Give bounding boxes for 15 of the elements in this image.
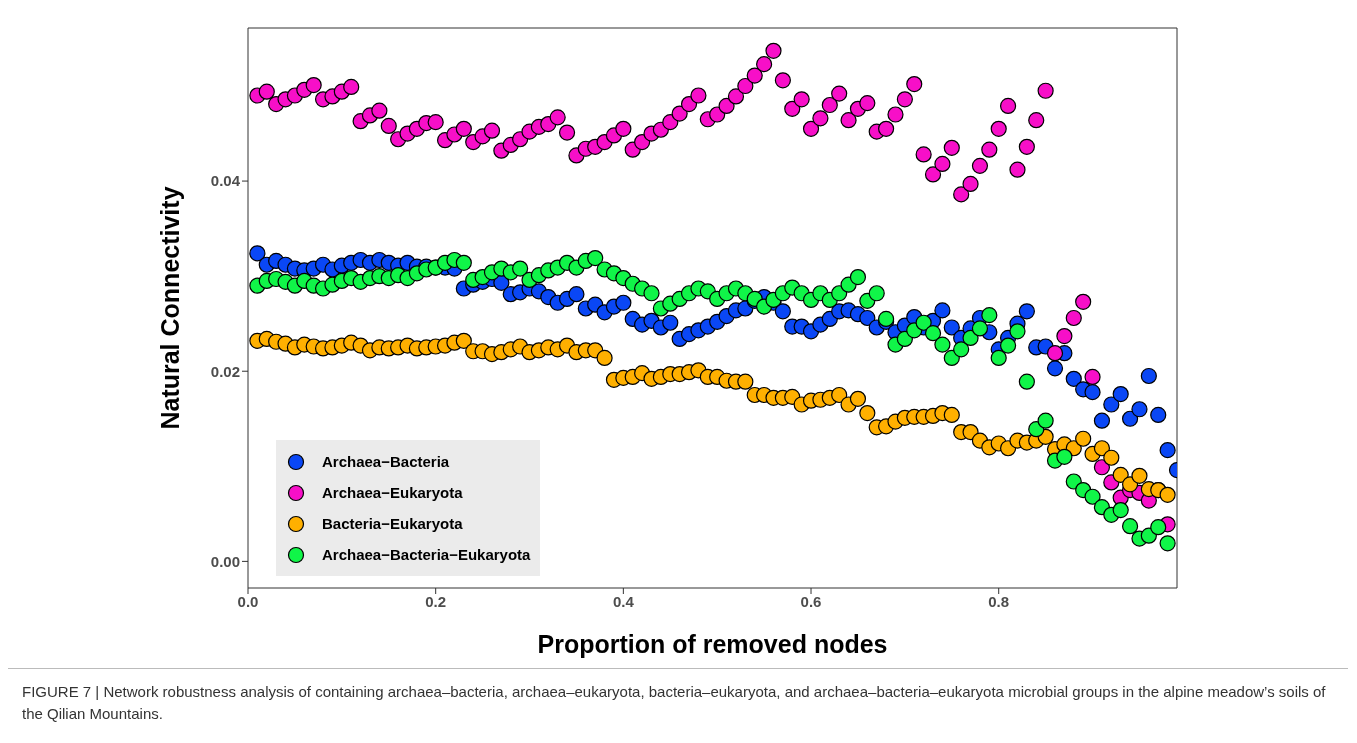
x-tick-label: 0.0 bbox=[237, 592, 259, 610]
x-tick-label: 0.2 bbox=[425, 592, 447, 610]
legend-label: Archaea−Eukaryota bbox=[322, 484, 463, 501]
y-axis-title: Natural Connectivity bbox=[155, 186, 184, 430]
y-tick-label: 0.02 bbox=[210, 362, 240, 380]
x-tick-label: 0.6 bbox=[800, 592, 822, 610]
legend-label: Archaea−Bacteria−Eukaryota bbox=[322, 546, 531, 563]
y-tick-label: 0.04 bbox=[210, 172, 241, 190]
x-tick-label: 0.8 bbox=[988, 592, 1010, 610]
legend-label: Bacteria−Eukaryota bbox=[322, 515, 463, 532]
caption: FIGURE 7 | Network robustness analysis of containing archaea–bacteria, archaea–eukaryota, bacteria–eukaryota, and archaea–bacteria–eukaryota microbial groups in the alpine meadow’s soils of the Qilian Mountains. bbox=[8, 668, 1348, 737]
x-axis-title: Proportion of removed nodes bbox=[537, 630, 888, 658]
x-tick-label: 0.4 bbox=[612, 592, 635, 610]
y-tick-label: 0.00 bbox=[210, 552, 240, 570]
legend-label: Archaea−Bacteria bbox=[322, 453, 450, 470]
